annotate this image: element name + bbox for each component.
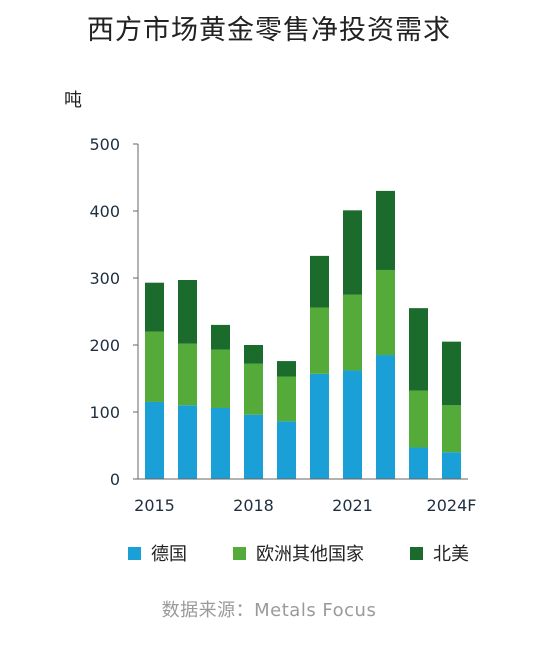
- legend-swatch-other-europe: [233, 546, 246, 560]
- bar-segment-2024F-series-2: [442, 341, 461, 406]
- legend-swatch-north-america: [410, 546, 423, 560]
- bar-segment-2021-series-1: [343, 294, 362, 371]
- x-tick-label: 2015: [134, 496, 175, 515]
- bar-segment-2016-series-0: [178, 405, 197, 479]
- bar-segment-2018-series-1: [244, 363, 263, 415]
- bar-segment-2020-series-1: [310, 307, 329, 374]
- legend-label-other-europe: 欧洲其他国家: [256, 544, 364, 565]
- chart-title: 西方市场黄金零售净投资需求: [87, 15, 451, 46]
- bar-segment-2022-series-2: [376, 190, 395, 270]
- legend-item-germany: 德国: [128, 540, 187, 566]
- y-tick-label: 300: [89, 269, 120, 288]
- bar-segment-2016-series-1: [178, 343, 197, 406]
- bar-segment-2019-series-2: [277, 361, 296, 377]
- y-tick-label: 100: [89, 403, 120, 422]
- bar-segment-2024F-series-0: [442, 452, 461, 479]
- bar-segment-2024F-series-1: [442, 405, 461, 453]
- bar-segment-2022-series-0: [376, 355, 395, 479]
- legend-item-north-america: 北美: [410, 540, 469, 566]
- y-tick-label: 0: [110, 470, 120, 489]
- bar-segment-2015-series-1: [145, 331, 164, 402]
- bar-segment-2018-series-2: [244, 345, 263, 364]
- bar-segment-2015-series-2: [145, 282, 164, 332]
- y-tick-label: 500: [89, 135, 120, 154]
- bar-segment-2020-series-0: [310, 373, 329, 479]
- bar-segment-2023-series-2: [409, 308, 428, 391]
- bar-segment-2021-series-0: [343, 370, 362, 479]
- x-tick-label: 2021: [332, 496, 373, 515]
- bar-segment-2017-series-1: [211, 349, 230, 408]
- bar-segment-2015-series-0: [145, 401, 164, 479]
- bar-segment-2020-series-2: [310, 255, 329, 308]
- bar-segment-2017-series-0: [211, 407, 230, 479]
- bars: [145, 190, 461, 479]
- x-axis: 2015 2018 2021 2024F: [134, 478, 477, 515]
- legend-swatch-germany: [128, 546, 141, 560]
- bar-segment-2019-series-1: [277, 376, 296, 422]
- x-tick-label: 2018: [233, 496, 274, 515]
- x-tick-label: 2024F: [427, 496, 477, 515]
- bar-segment-2021-series-2: [343, 210, 362, 295]
- bar-segment-2022-series-1: [376, 269, 395, 356]
- legend: 德国 欧洲其他国家 北美: [128, 540, 515, 566]
- y-tick-label: 400: [89, 202, 120, 221]
- legend-item-other-europe: 欧洲其他国家: [233, 540, 364, 566]
- bar-segment-2017-series-2: [211, 324, 230, 350]
- y-tick-label: 200: [89, 336, 120, 355]
- y-axis: 0 100 200 300 400 500: [89, 135, 139, 489]
- bar-segment-2019-series-0: [277, 421, 296, 479]
- source-note: 数据来源：Metals Focus: [161, 600, 377, 621]
- bar-segment-2023-series-1: [409, 390, 428, 448]
- bar-segment-2023-series-0: [409, 447, 428, 479]
- bar-segment-2018-series-0: [244, 414, 263, 479]
- legend-label-germany: 德国: [151, 544, 187, 565]
- y-axis-unit-label: 吨: [64, 90, 82, 111]
- bar-segment-2016-series-2: [178, 280, 197, 344]
- legend-label-north-america: 北美: [433, 544, 469, 565]
